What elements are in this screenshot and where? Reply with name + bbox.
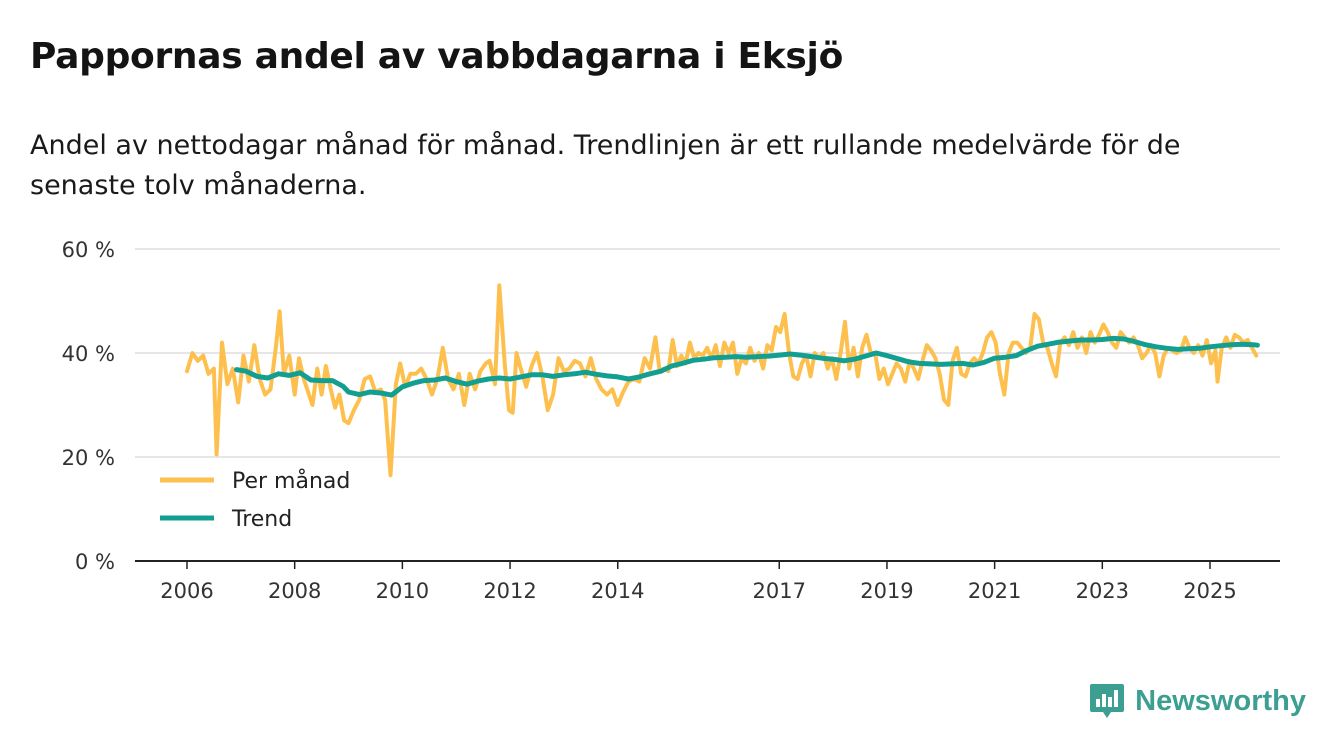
x-tick-label: 2017 — [753, 579, 806, 603]
y-tick-label: 60 % — [62, 238, 115, 262]
x-tick-label: 2025 — [1183, 579, 1236, 603]
series-line-trend — [234, 335, 1260, 398]
y-tick-label: 20 % — [62, 446, 115, 470]
legend-label-trend: Trend — [231, 507, 292, 532]
x-tick-label: 2019 — [860, 579, 913, 603]
legend: Per månad Trend — [160, 468, 350, 532]
brand-name: Newsworthy — [1135, 684, 1306, 717]
bar-chart-badge-icon — [1090, 684, 1125, 718]
x-axis-ticks: 2006 2008 2010 2012 2014 2017 2019 2021 2023 2025 — [160, 561, 1237, 603]
y-tick-label: 0 % — [75, 550, 115, 574]
x-tick-label: 2021 — [968, 579, 1021, 603]
y-axis-ticks: 0 % 20 % 40 % 60 % — [62, 238, 115, 574]
line-chart: 0 % 20 % 40 % 60 % 2006 2008 2010 2012 2014 2017… — [62, 238, 1280, 603]
y-tick-label: 40 % — [62, 342, 115, 366]
x-tick-label: 2012 — [483, 579, 536, 603]
x-tick-label: 2008 — [268, 579, 321, 603]
series-line-per-manad — [185, 283, 1259, 478]
page-subtitle: Andel av nettodagar månad för månad. Tre… — [30, 130, 1181, 201]
x-tick-label: 2023 — [1076, 579, 1129, 603]
brand: Newsworthy — [1089, 682, 1306, 720]
x-tick-label: 2006 — [160, 579, 213, 603]
legend-label-monthly: Per månad — [232, 468, 350, 494]
series-layer — [185, 283, 1260, 478]
x-tick-label: 2010 — [376, 579, 429, 603]
page-title: Pappornas andel av vabbdagarna i Eksjö — [30, 36, 844, 77]
x-tick-label: 2014 — [591, 579, 644, 603]
